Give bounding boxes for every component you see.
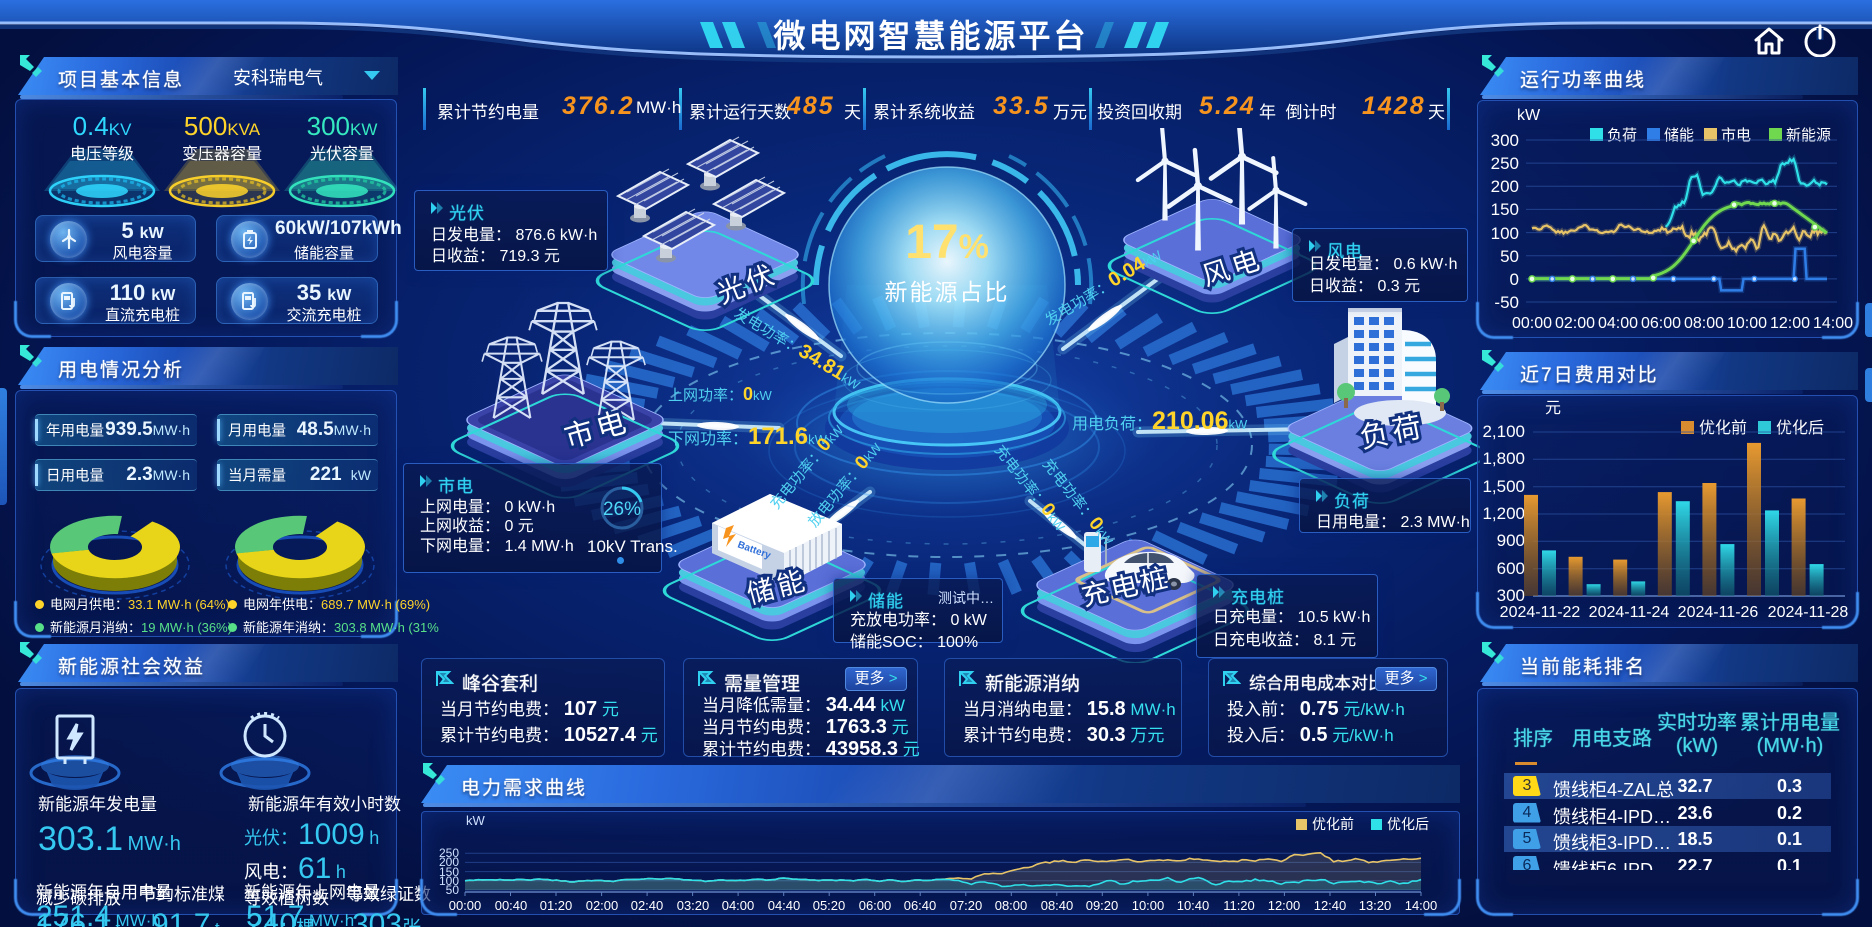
- svg-text:12:40: 12:40: [1314, 898, 1347, 913]
- svg-text:11:20: 11:20: [1223, 898, 1255, 913]
- svg-text:电压等级: 电压等级: [70, 145, 134, 163]
- svg-text:00:40: 00:40: [495, 898, 528, 913]
- svg-text:50: 50: [1500, 247, 1519, 266]
- svg-text:变压器容量: 变压器容量: [182, 145, 262, 163]
- svg-text:26%: 26%: [603, 499, 641, 520]
- svg-text:优化前: 优化前: [1699, 419, 1747, 437]
- svg-text:10:00: 10:00: [1132, 898, 1165, 913]
- svg-text:900: 900: [1497, 531, 1525, 550]
- svg-text:10:40: 10:40: [1177, 898, 1210, 913]
- svg-text:08:40: 08:40: [1041, 898, 1074, 913]
- svg-text:13:20: 13:20: [1359, 898, 1392, 913]
- svg-text:14:00: 14:00: [1405, 898, 1438, 913]
- svg-text:2024-11-28: 2024-11-28: [1768, 604, 1849, 621]
- svg-text:新能源: 新能源: [1786, 127, 1831, 144]
- svg-text:1,500: 1,500: [1482, 477, 1525, 496]
- svg-text:元: 元: [1545, 400, 1561, 417]
- svg-text:0.4KV: 0.4KV: [73, 111, 132, 141]
- svg-text:2024-11-22: 2024-11-22: [1500, 604, 1581, 621]
- svg-text:00:00: 00:00: [1512, 315, 1552, 332]
- svg-text:04:00: 04:00: [722, 898, 755, 913]
- svg-text:300: 300: [1491, 131, 1519, 150]
- svg-text:100: 100: [1491, 224, 1519, 243]
- svg-text:微电网智慧能源平台: 微电网智慧能源平台: [773, 18, 1088, 54]
- svg-text:2024-11-26: 2024-11-26: [1678, 604, 1759, 621]
- svg-text:50: 50: [446, 883, 460, 897]
- svg-text:05:20: 05:20: [813, 898, 846, 913]
- svg-text:光伏容量: 光伏容量: [310, 145, 374, 163]
- svg-text:02:00: 02:00: [1555, 315, 1595, 332]
- svg-text:14:00: 14:00: [1813, 315, 1853, 332]
- svg-text:03:20: 03:20: [677, 898, 710, 913]
- svg-text:2024-11-24: 2024-11-24: [1589, 604, 1670, 621]
- svg-text:300KW: 300KW: [307, 111, 378, 141]
- svg-text:08:00: 08:00: [1684, 315, 1724, 332]
- svg-text:优化前: 优化前: [1312, 816, 1354, 832]
- svg-text:08:00: 08:00: [995, 898, 1028, 913]
- svg-text:优化后: 优化后: [1776, 419, 1824, 437]
- svg-text:500KVA: 500KVA: [184, 111, 261, 141]
- svg-text:150: 150: [1491, 200, 1519, 219]
- svg-text:02:00: 02:00: [586, 898, 619, 913]
- svg-text:06:00: 06:00: [859, 898, 892, 913]
- svg-text:新能源占比: 新能源占比: [885, 279, 1010, 305]
- svg-text:优化后: 优化后: [1387, 816, 1429, 832]
- svg-text:kW: kW: [1517, 107, 1541, 124]
- svg-text:上网功率：0kW: 上网功率：0kW: [668, 384, 773, 404]
- svg-text:0: 0: [1510, 270, 1519, 289]
- svg-text:04:00: 04:00: [1598, 315, 1638, 332]
- svg-text:2,100: 2,100: [1482, 422, 1525, 441]
- svg-text:04:40: 04:40: [768, 898, 801, 913]
- svg-text:02:40: 02:40: [631, 898, 664, 913]
- svg-text:-50: -50: [1494, 293, 1519, 312]
- svg-text:1,200: 1,200: [1482, 504, 1525, 523]
- svg-text:储能: 储能: [1664, 127, 1694, 144]
- svg-text:12:00: 12:00: [1268, 898, 1301, 913]
- svg-text:150: 150: [439, 865, 459, 879]
- svg-text:100: 100: [439, 874, 459, 888]
- svg-text:09:20: 09:20: [1086, 898, 1119, 913]
- svg-text:07:20: 07:20: [950, 898, 983, 913]
- svg-text:负荷: 负荷: [1607, 127, 1637, 144]
- svg-text:12:00: 12:00: [1770, 315, 1810, 332]
- svg-text:1,800: 1,800: [1482, 449, 1525, 468]
- svg-text:00:00: 00:00: [449, 898, 482, 913]
- svg-text:市电: 市电: [1721, 127, 1751, 144]
- svg-text:600: 600: [1497, 559, 1525, 578]
- svg-text:06:00: 06:00: [1641, 315, 1681, 332]
- svg-text:300: 300: [1497, 586, 1525, 605]
- svg-text:10:00: 10:00: [1727, 315, 1767, 332]
- svg-text:200: 200: [439, 855, 459, 869]
- svg-text:01:20: 01:20: [540, 898, 573, 913]
- svg-text:250: 250: [439, 846, 459, 860]
- svg-text:kW: kW: [466, 813, 486, 828]
- svg-text:250: 250: [1491, 154, 1519, 173]
- svg-text:200: 200: [1491, 177, 1519, 196]
- svg-text:06:40: 06:40: [904, 898, 937, 913]
